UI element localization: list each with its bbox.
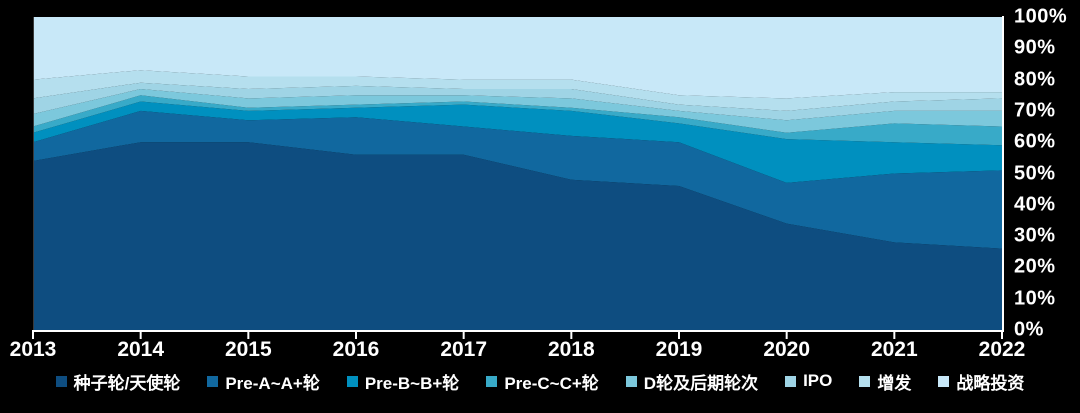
x-axis-label: 2021	[870, 338, 918, 361]
legend-label: 增发	[877, 373, 912, 393]
legend-swatch-icon	[625, 375, 637, 387]
legend-item: Pre-B~B+轮	[346, 369, 460, 394]
x-axis-label: 2016	[332, 338, 380, 361]
y-axis-label: 100%	[1014, 5, 1068, 28]
area-band-5	[33, 82, 1002, 121]
legend-label: IPO	[803, 371, 833, 390]
legend-label: 种子轮/天使轮	[73, 373, 181, 393]
legend-swatch-icon	[346, 375, 358, 387]
legend-item: 增发	[859, 369, 911, 394]
y-axis-label: 80%	[1014, 68, 1056, 91]
legend-label: Pre-C~C+轮	[504, 373, 599, 393]
area-band-2	[33, 101, 1002, 183]
legend-swatch-icon	[859, 375, 871, 387]
area-band-1	[33, 110, 1002, 249]
legend-swatch-icon	[55, 375, 67, 387]
legend-item: D轮及后期轮次	[625, 369, 759, 394]
y-axis-label: 40%	[1014, 193, 1056, 216]
y-axis-label: 10%	[1014, 287, 1056, 310]
x-axis-label: 2019	[655, 338, 703, 361]
x-axis-label: 2013	[9, 338, 57, 361]
x-axis-label: 2017	[440, 338, 488, 361]
y-axis-label: 70%	[1014, 99, 1056, 122]
legend-swatch-icon	[486, 375, 498, 387]
x-axis-label: 2018	[547, 338, 595, 361]
x-axis-label: 2015	[224, 338, 272, 361]
y-axis-label: 20%	[1014, 255, 1056, 278]
legend: 种子轮/天使轮 Pre-A~A+轮 Pre-B~B+轮 Pre-C~C+轮 D轮及后期轮…	[0, 368, 1080, 394]
y-axis-label: 0%	[1014, 318, 1044, 341]
legend-swatch-icon	[938, 375, 950, 387]
legend-label: Pre-B~B+轮	[364, 373, 460, 393]
legend-item: Pre-C~C+轮	[486, 369, 599, 394]
legend-swatch-icon	[785, 375, 797, 387]
legend-item: Pre-A~A+轮	[207, 369, 320, 394]
legend-label: 战略投资	[956, 373, 1025, 393]
x-axis-label: 2020	[763, 338, 811, 361]
legend-swatch-icon	[207, 375, 219, 387]
legend-label: D轮及后期轮次	[643, 373, 759, 393]
legend-label: Pre-A~A+轮	[225, 373, 320, 393]
area-band-6	[33, 70, 1002, 111]
y-axis-label: 90%	[1014, 36, 1056, 59]
area-band-0	[33, 142, 1002, 330]
y-axis-label: 30%	[1014, 224, 1056, 247]
area-band-3	[33, 95, 1002, 146]
legend-item: IPO	[785, 371, 832, 391]
area-band-7	[33, 17, 1002, 99]
legend-item: 战略投资	[938, 369, 1024, 394]
legend-item: 种子轮/天使轮	[55, 369, 181, 394]
area-band-4	[33, 89, 1002, 133]
x-axis-label: 2022	[978, 338, 1026, 361]
y-axis-label: 60%	[1014, 130, 1056, 153]
x-axis-label: 2014	[117, 338, 165, 361]
y-axis-label: 50%	[1014, 162, 1056, 184]
